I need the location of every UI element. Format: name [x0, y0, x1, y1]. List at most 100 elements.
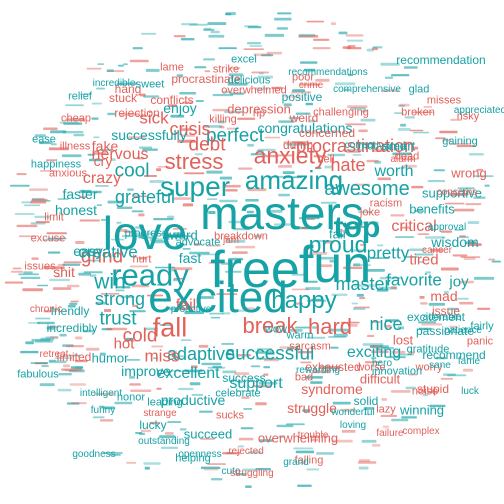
filler-word-mark — [129, 265, 149, 268]
filler-word-mark — [267, 175, 285, 178]
filler-word-mark — [169, 350, 177, 354]
filler-word-mark — [285, 423, 305, 426]
cloud-word: break — [242, 313, 298, 338]
filler-word-mark — [468, 153, 484, 156]
filler-word-mark — [242, 468, 257, 472]
filler-word-mark — [367, 269, 385, 272]
cloud-word: perfect — [205, 125, 265, 147]
filler-word-mark — [116, 206, 133, 209]
cloud-word: excitement — [406, 310, 466, 324]
cloud-word: favorite — [386, 270, 442, 290]
filler-word-mark — [149, 180, 165, 183]
filler-word-mark — [181, 23, 198, 26]
filler-word-mark — [222, 452, 241, 455]
filler-word-mark — [308, 251, 328, 255]
filler-word-mark — [71, 402, 87, 405]
filler-word-mark — [358, 459, 371, 462]
filler-word-mark — [315, 167, 322, 170]
filler-word-mark — [411, 185, 424, 189]
filler-word-mark — [69, 383, 86, 386]
filler-word-mark — [264, 33, 285, 37]
filler-word-mark — [120, 113, 141, 116]
filler-word-mark — [376, 244, 384, 247]
filler-word-mark — [318, 256, 334, 260]
cloud-word: awesome — [324, 178, 410, 200]
filler-word-mark — [161, 446, 178, 449]
cloud-word: gratitude — [406, 343, 450, 356]
cloud-word: relief — [68, 90, 92, 103]
filler-word-mark — [232, 228, 250, 231]
filler-word-mark — [86, 347, 100, 351]
cloud-word: illness — [59, 140, 91, 153]
filler-word-mark — [93, 136, 100, 139]
filler-word-mark — [20, 350, 39, 354]
filler-word-mark — [347, 323, 358, 327]
filler-word-mark — [114, 401, 133, 405]
filler-word-mark — [67, 284, 80, 288]
filler-word-mark — [262, 154, 279, 158]
filler-word-mark — [236, 390, 255, 392]
filler-word-mark — [175, 245, 183, 248]
filler-word-mark — [117, 286, 131, 289]
filler-word-mark — [221, 262, 233, 265]
filler-word-mark — [282, 171, 295, 174]
cloud-word: broken — [401, 106, 435, 119]
filler-word-mark — [306, 468, 319, 471]
filler-word-mark — [428, 302, 445, 306]
cloud-word: honor — [116, 391, 146, 404]
filler-word-mark — [334, 82, 356, 86]
filler-word-mark — [249, 45, 263, 47]
filler-word-mark — [315, 78, 330, 82]
filler-word-mark — [457, 297, 469, 300]
filler-word-mark — [258, 381, 278, 385]
cloud-word: rewarding — [296, 365, 340, 376]
filler-word-mark — [463, 368, 473, 372]
filler-word-mark — [340, 321, 360, 324]
filler-word-mark — [121, 235, 138, 238]
filler-word-mark — [355, 193, 367, 195]
filler-word-mark — [352, 249, 367, 252]
filler-word-mark — [361, 439, 377, 443]
cloud-word: rejected — [228, 446, 264, 457]
filler-word-mark — [259, 439, 273, 442]
filler-word-mark — [409, 129, 424, 132]
filler-word-mark — [381, 398, 387, 401]
filler-word-mark — [390, 214, 405, 217]
filler-word-mark — [288, 117, 301, 120]
filler-word-mark — [358, 129, 368, 133]
cloud-word: cry — [93, 153, 113, 169]
cloud-word: hero — [371, 358, 393, 369]
filler-word-mark — [284, 176, 302, 179]
filler-word-mark — [203, 58, 215, 61]
filler-word-mark — [330, 22, 336, 26]
filler-word-mark — [278, 193, 290, 197]
cloud-word: cheap — [61, 112, 91, 125]
filler-word-mark — [43, 310, 52, 313]
filler-word-mark — [369, 345, 382, 348]
cloud-word: strong — [94, 289, 146, 309]
cloud-word: positive — [281, 90, 323, 104]
filler-word-mark — [22, 288, 43, 292]
filler-word-mark — [138, 256, 147, 260]
filler-word-mark — [200, 466, 221, 469]
filler-word-mark — [369, 257, 390, 259]
cloud-word: lucky — [139, 418, 167, 432]
filler-word-mark — [96, 87, 105, 90]
filler-word-mark — [458, 280, 474, 284]
filler-word-mark — [312, 370, 331, 374]
filler-word-mark — [414, 253, 434, 256]
filler-word-mark — [106, 70, 125, 72]
filler-word-mark — [408, 373, 418, 376]
filler-word-mark — [131, 195, 147, 198]
filler-word-mark — [156, 168, 162, 172]
cloud-word: risky — [456, 110, 480, 123]
cloud-word: fake — [91, 138, 119, 154]
filler-word-mark — [50, 130, 67, 134]
filler-word-mark — [116, 221, 122, 224]
filler-word-mark — [99, 352, 106, 356]
cloud-word: incredible — [92, 78, 136, 89]
filler-word-mark — [228, 67, 241, 69]
filler-word-mark — [104, 309, 112, 312]
filler-word-mark — [207, 22, 227, 25]
filler-word-mark — [324, 165, 333, 169]
